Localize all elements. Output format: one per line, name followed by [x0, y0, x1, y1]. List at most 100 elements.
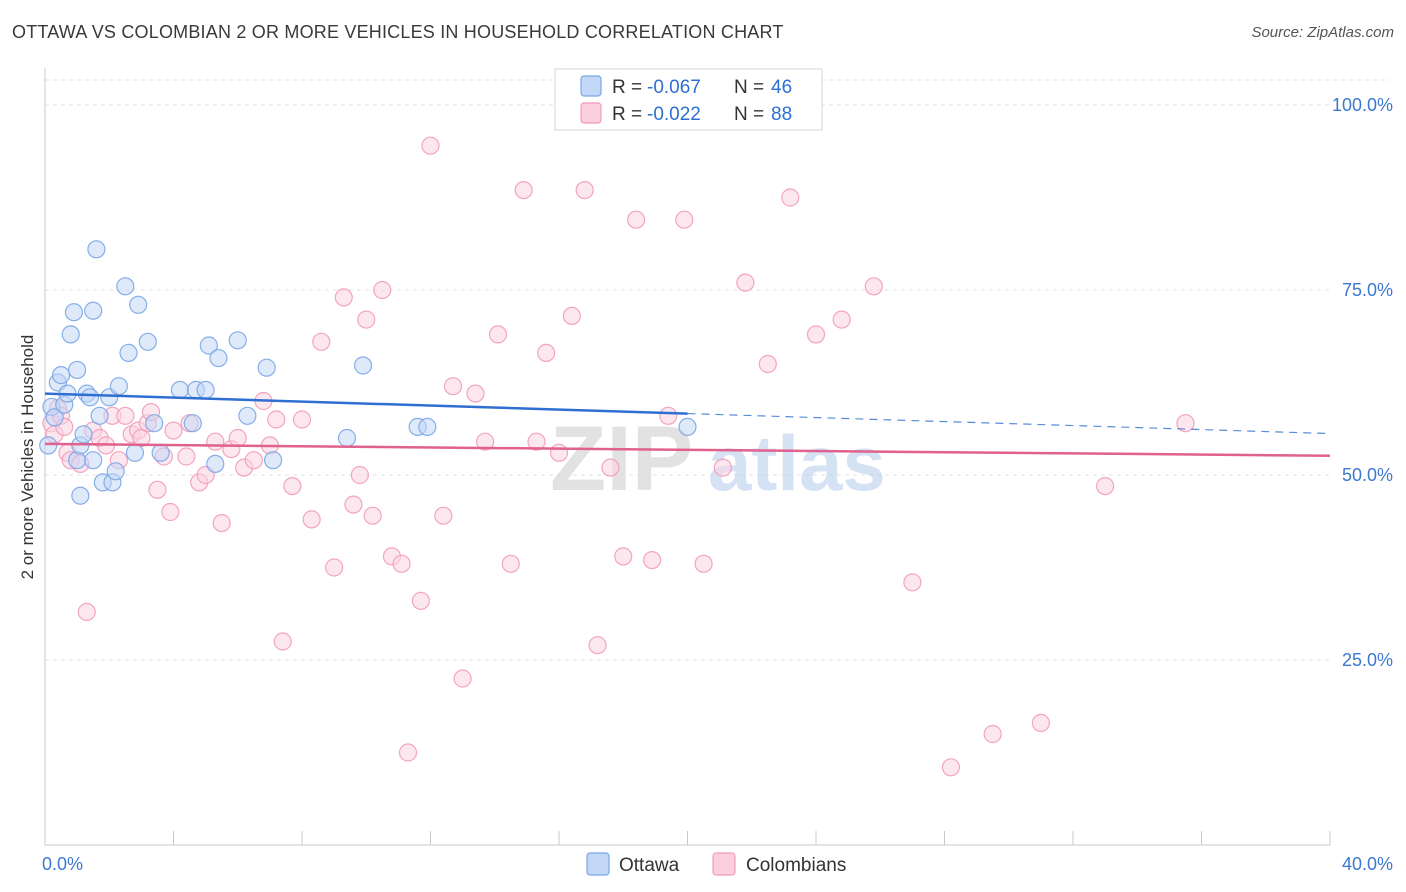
point-ottawa-2[interactable]	[45, 408, 64, 427]
point-ottawa-7[interactable]	[61, 325, 80, 344]
point-colombians-44[interactable]	[344, 495, 363, 514]
point-ottawa-46[interactable]	[418, 417, 437, 436]
legend-label-colombians[interactable]: Colombians	[746, 855, 846, 876]
point-ottawa-32[interactable]	[170, 380, 190, 399]
point-colombians-56[interactable]	[453, 669, 472, 688]
point-colombians-54[interactable]	[434, 506, 453, 525]
point-colombians-55[interactable]	[443, 377, 463, 396]
point-ottawa-23[interactable]	[106, 462, 125, 481]
point-colombians-47[interactable]	[363, 506, 382, 525]
point-ottawa-19[interactable]	[90, 406, 109, 425]
point-colombians-61[interactable]	[514, 181, 533, 200]
point-colombians-82[interactable]	[903, 573, 922, 592]
point-ottawa-18[interactable]	[87, 240, 106, 259]
point-ottawa-31[interactable]	[151, 443, 170, 462]
point-ottawa-38[interactable]	[209, 348, 228, 368]
point-ottawa-0[interactable]	[39, 436, 58, 455]
point-colombians-58[interactable]	[476, 432, 495, 451]
point-colombians-84[interactable]	[983, 724, 1002, 744]
point-colombians-60[interactable]	[501, 554, 520, 573]
point-colombians-51[interactable]	[398, 743, 418, 762]
point-colombians-23[interactable]	[164, 421, 183, 440]
point-colombians-80[interactable]	[832, 310, 851, 329]
point-ottawa-36[interactable]	[199, 336, 218, 355]
point-colombians-68[interactable]	[601, 458, 620, 477]
point-ottawa-41[interactable]	[257, 358, 276, 377]
point-ottawa-15[interactable]	[80, 388, 100, 407]
point-colombians-20[interactable]	[148, 480, 167, 499]
point-colombians-86[interactable]	[1096, 477, 1115, 496]
point-ottawa-28[interactable]	[129, 295, 148, 314]
point-colombians-52[interactable]	[411, 591, 430, 610]
point-colombians-63[interactable]	[537, 343, 556, 362]
point-colombians-69[interactable]	[614, 547, 633, 566]
point-colombians-62[interactable]	[527, 432, 546, 451]
point-colombians-39[interactable]	[292, 410, 312, 429]
point-colombians-45[interactable]	[350, 465, 369, 485]
point-colombians-78[interactable]	[781, 188, 800, 207]
point-ottawa-17[interactable]	[84, 451, 103, 470]
point-ottawa-40[interactable]	[238, 406, 257, 425]
point-colombians-70[interactable]	[626, 210, 646, 229]
point-colombians-76[interactable]	[736, 273, 755, 292]
point-colombians-64[interactable]	[549, 443, 569, 462]
point-colombians-73[interactable]	[675, 210, 694, 229]
point-ottawa-9[interactable]	[68, 360, 87, 380]
point-ottawa-4[interactable]	[51, 366, 71, 385]
point-colombians-28[interactable]	[206, 432, 225, 451]
point-colombians-37[interactable]	[273, 632, 292, 651]
point-ottawa-35[interactable]	[196, 380, 215, 399]
point-ottawa-11[interactable]	[71, 486, 90, 505]
point-colombians-48[interactable]	[373, 280, 392, 300]
point-colombians-87[interactable]	[1176, 414, 1195, 433]
point-ottawa-27[interactable]	[125, 443, 145, 462]
point-colombians-24[interactable]	[177, 447, 196, 466]
point-ottawa-29[interactable]	[138, 332, 157, 351]
point-colombians-22[interactable]	[161, 502, 180, 522]
point-ottawa-39[interactable]	[228, 331, 247, 350]
point-colombians-79[interactable]	[806, 325, 826, 344]
point-colombians-59[interactable]	[488, 325, 508, 344]
point-colombians-81[interactable]	[864, 277, 883, 296]
point-colombians-40[interactable]	[302, 510, 321, 529]
point-ottawa-10[interactable]	[68, 451, 87, 470]
point-ottawa-13[interactable]	[74, 425, 93, 444]
point-colombians-41[interactable]	[312, 332, 331, 351]
point-colombians-65[interactable]	[562, 306, 581, 325]
point-colombians-77[interactable]	[758, 354, 777, 374]
point-colombians-33[interactable]	[244, 451, 263, 470]
point-colombians-71[interactable]	[643, 550, 662, 570]
point-colombians-46[interactable]	[357, 310, 376, 329]
point-ottawa-44[interactable]	[353, 356, 373, 375]
point-colombians-38[interactable]	[283, 477, 302, 496]
point-colombians-14[interactable]	[116, 406, 135, 425]
point-colombians-31[interactable]	[228, 428, 247, 448]
point-colombians-43[interactable]	[334, 288, 353, 307]
point-colombians-85[interactable]	[1031, 713, 1050, 733]
point-colombians-53[interactable]	[421, 136, 440, 155]
point-colombians-8[interactable]	[77, 602, 96, 622]
point-colombians-36[interactable]	[267, 410, 286, 429]
point-colombians-29[interactable]	[212, 513, 231, 533]
legend-swatch-colombians[interactable]	[712, 852, 736, 876]
legend-label-ottawa[interactable]: Ottawa	[619, 855, 680, 876]
point-ottawa-30[interactable]	[145, 414, 164, 433]
point-ottawa-24[interactable]	[109, 377, 128, 396]
point-colombians-42[interactable]	[325, 558, 344, 577]
point-colombians-75[interactable]	[713, 458, 732, 477]
point-ottawa-8[interactable]	[64, 303, 84, 322]
point-ottawa-16[interactable]	[84, 301, 103, 320]
point-colombians-72[interactable]	[659, 406, 678, 425]
point-colombians-66[interactable]	[575, 181, 594, 200]
point-ottawa-33[interactable]	[183, 414, 202, 433]
point-colombians-83[interactable]	[941, 758, 961, 777]
point-colombians-50[interactable]	[392, 554, 411, 573]
point-ottawa-47[interactable]	[678, 417, 697, 436]
point-ottawa-43[interactable]	[337, 428, 357, 448]
point-colombians-67[interactable]	[588, 636, 607, 655]
point-colombians-57[interactable]	[466, 384, 485, 403]
legend-swatch-ottawa[interactable]	[586, 852, 610, 876]
point-ottawa-37[interactable]	[206, 454, 225, 473]
point-colombians-74[interactable]	[694, 554, 713, 573]
point-ottawa-25[interactable]	[116, 277, 135, 296]
